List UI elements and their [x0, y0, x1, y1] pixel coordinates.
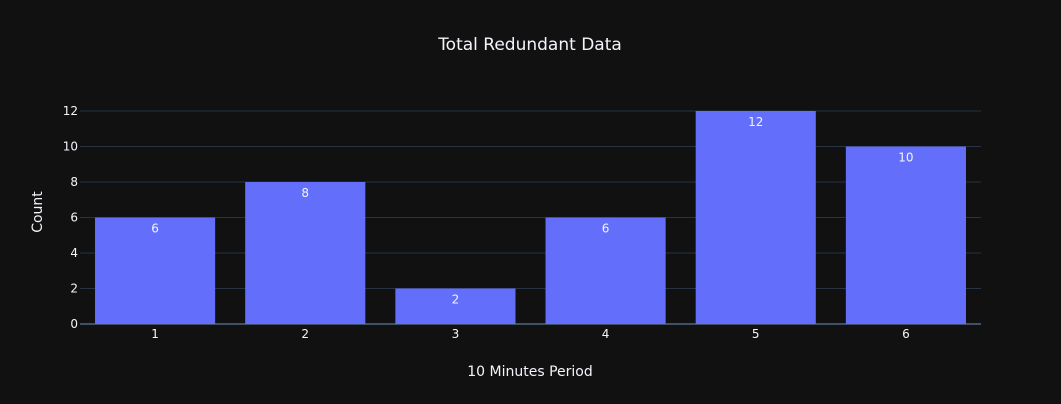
y-tick-label: 0	[70, 317, 78, 331]
data-label: 2	[452, 293, 460, 307]
y-tick-label: 2	[70, 282, 78, 296]
x-tick-label: 2	[301, 327, 309, 341]
bar-2	[245, 182, 366, 324]
bar-3	[395, 288, 516, 324]
x-tick-label: 1	[151, 327, 159, 341]
data-label: 12	[748, 115, 763, 129]
y-axis-ticks: 0 2 4 6 8 10 12	[63, 104, 78, 331]
data-label: 6	[602, 222, 610, 236]
bar-6	[845, 146, 966, 324]
bar-1	[95, 217, 216, 324]
data-labels: 6 8 2 6 12 10	[151, 115, 913, 307]
data-label: 10	[898, 151, 913, 165]
x-tick-label: 5	[752, 327, 760, 341]
y-tick-label: 4	[70, 246, 78, 260]
bar-5	[695, 111, 816, 324]
x-tick-label: 3	[452, 327, 460, 341]
x-tick-label: 4	[602, 327, 610, 341]
bars	[95, 111, 966, 324]
data-label: 6	[151, 222, 159, 236]
y-tick-label: 8	[70, 175, 78, 189]
data-label: 8	[301, 186, 309, 200]
y-tick-label: 6	[70, 211, 78, 225]
y-axis-title: Count	[30, 191, 46, 233]
x-tick-label: 6	[902, 327, 910, 341]
x-axis-title: 10 Minutes Period	[467, 364, 592, 380]
x-axis-ticks: 1 2 3 4 5 6	[151, 327, 909, 341]
y-tick-label: 12	[63, 104, 78, 118]
y-tick-label: 10	[63, 140, 78, 154]
chart-title: Total Redundant Data	[437, 35, 622, 55]
bar-4	[545, 217, 666, 324]
gridlines	[80, 110, 981, 325]
